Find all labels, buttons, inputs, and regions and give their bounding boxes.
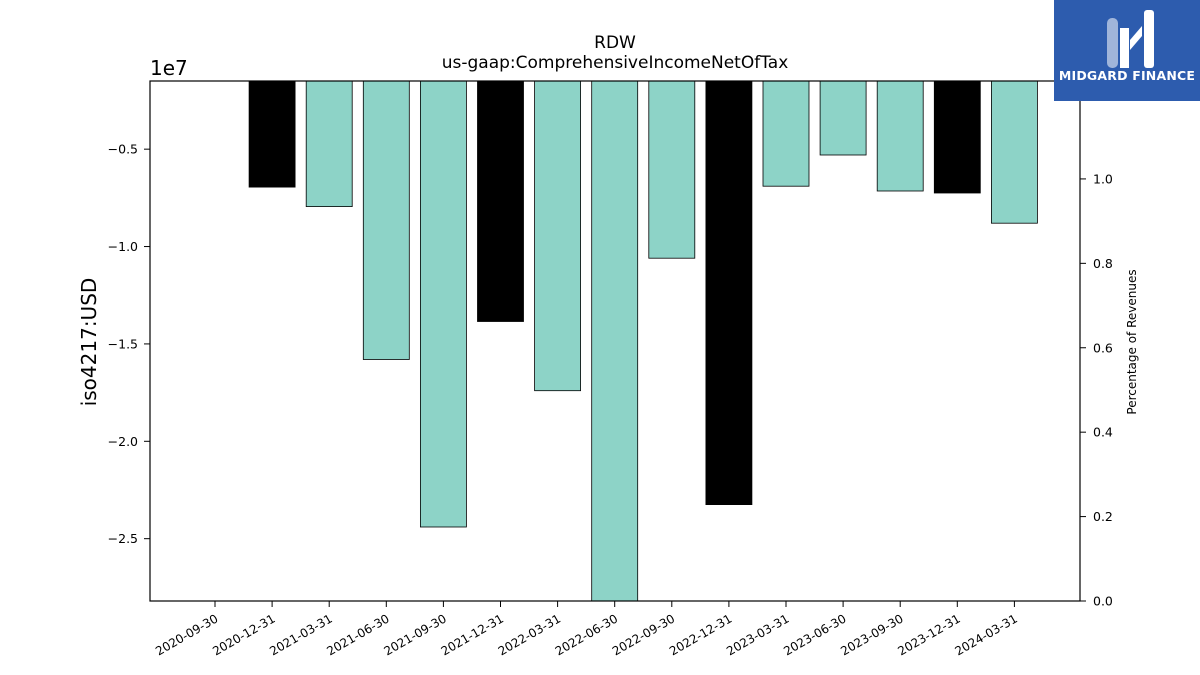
y-tick-label: −0.5 <box>108 142 138 157</box>
bar-2022-09-30 <box>648 80 696 259</box>
y-axis-ticks: −0.5 −1.0 −1.5 −2.0 −2.5 <box>108 142 150 546</box>
x-tick-label: 2020-12-31 <box>210 611 277 658</box>
x-tick-label: 2023-12-31 <box>895 611 962 658</box>
x-tick-label: 2021-06-30 <box>324 611 391 658</box>
bar-2021-09-30 <box>419 80 467 528</box>
y2-tick-label: 0.8 <box>1093 256 1113 271</box>
x-tick-label: 2022-06-30 <box>553 611 620 658</box>
bar-2021-06-30 <box>362 80 410 360</box>
x-tick-label: 2020-09-30 <box>153 611 220 658</box>
y-axis-label: iso4217:USD <box>77 278 101 407</box>
y-tick-label: −2.0 <box>108 434 138 449</box>
x-tick-label: 2021-12-31 <box>439 611 506 658</box>
bar-2024-03-31 <box>991 80 1038 224</box>
brand-logo: MIDGARD FINANCE <box>1054 0 1200 101</box>
chart-title: RDW <box>594 33 636 53</box>
bar-2023-03-31 <box>762 80 810 187</box>
x-axis-ticks: 2020-09-302020-12-312021-03-312021-06-30… <box>153 601 1020 658</box>
y2-axis-ticks: 0.0 0.2 0.4 0.6 0.8 1.0 <box>1080 171 1113 609</box>
bar-2023-12-31 <box>933 80 981 194</box>
y-tick-label: −2.5 <box>108 531 138 546</box>
x-tick-label: 2022-09-30 <box>610 611 677 658</box>
brand-logo-text: MIDGARD FINANCE <box>1058 68 1196 83</box>
x-tick-label: 2022-03-31 <box>496 611 563 658</box>
bar-2021-12-31 <box>477 80 524 322</box>
brand-logo-icon <box>1107 10 1154 68</box>
bar-2023-06-30 <box>819 80 867 156</box>
y-offset-label: 1e7 <box>150 56 188 80</box>
chart-subtitle: us-gaap:ComprehensiveIncomeNetOfTax <box>442 53 789 73</box>
y-tick-label: −1.5 <box>108 336 138 351</box>
y2-axis-label: Percentage of Revenues <box>1125 269 1139 414</box>
bar-2022-12-31 <box>705 80 753 506</box>
y2-tick-label: 0.0 <box>1093 594 1113 609</box>
bar-2020-12-31 <box>248 80 296 188</box>
bars-group <box>248 80 1038 602</box>
plot-frame <box>149 80 1081 602</box>
x-tick-label: 2021-09-30 <box>381 611 448 658</box>
x-tick-label: 2021-03-31 <box>267 611 334 658</box>
x-tick-label: 2022-12-31 <box>667 611 734 658</box>
x-tick-label: 2023-03-31 <box>724 611 791 658</box>
x-tick-label: 2024-03-31 <box>952 611 1019 658</box>
y2-tick-label: 1.0 <box>1093 171 1113 186</box>
x-tick-label: 2023-09-30 <box>838 611 905 658</box>
bar-2021-03-31 <box>305 80 353 207</box>
bar-2023-09-30 <box>876 80 924 192</box>
bar-2022-06-30 <box>591 80 639 602</box>
y-tick-label: −1.0 <box>108 239 138 254</box>
y2-tick-label: 0.6 <box>1093 340 1113 355</box>
y2-tick-label: 0.4 <box>1093 425 1113 440</box>
x-tick-label: 2023-06-30 <box>781 611 848 658</box>
bar-2022-03-31 <box>534 80 581 392</box>
y2-tick-label: 0.2 <box>1093 509 1113 524</box>
